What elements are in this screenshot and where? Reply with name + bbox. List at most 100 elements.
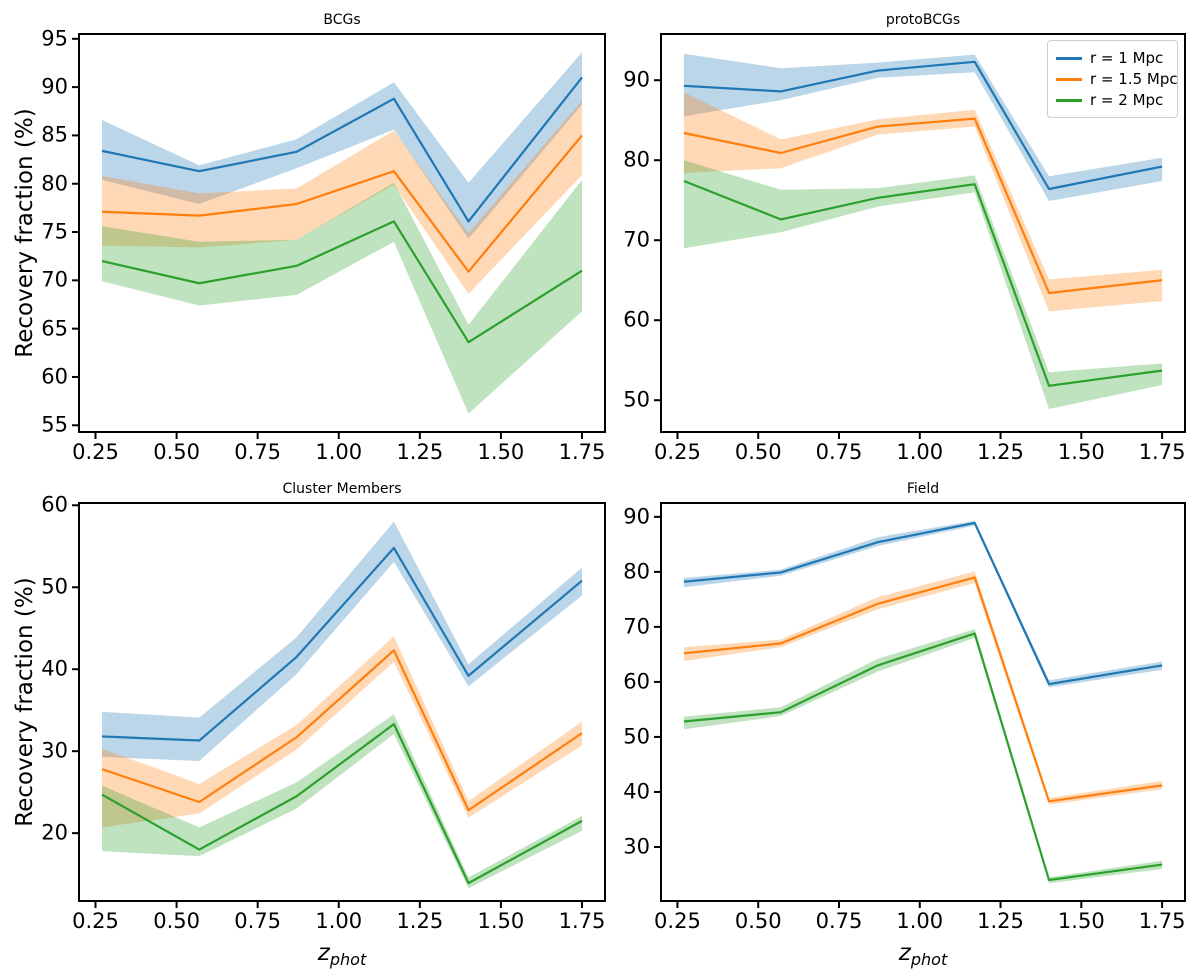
x-tick-label: 0.50	[734, 909, 782, 933]
x-tick-label: 1.50	[1057, 909, 1105, 933]
legend-line-orange	[1056, 78, 1082, 81]
y-tick-label: 40	[41, 656, 68, 681]
band-r-2-mpc	[102, 714, 582, 889]
line-r-1-mpc	[101, 546, 583, 742]
plot-area-cluster-members	[72, 502, 606, 908]
x-tick-label: 0.50	[734, 440, 782, 464]
x-tick-label: 1.25	[977, 440, 1024, 464]
y-tick-label: 90	[41, 74, 68, 99]
plot-area-field	[654, 502, 1186, 908]
legend-line-blue	[1056, 57, 1082, 60]
x-tick-label: 1.25	[396, 440, 444, 464]
x-tick-label: 0.75	[815, 909, 863, 933]
y-tick-label: 65	[41, 316, 68, 341]
x-tick-label: 1.50	[1057, 440, 1105, 464]
y-tick-label: 90	[623, 504, 650, 529]
axes-spines	[660, 33, 1186, 433]
y-tick-label: 75	[41, 219, 68, 244]
line-r-1-mpc	[683, 60, 1163, 191]
band-r-2-mpc	[683, 629, 1163, 884]
y-tick-label: 50	[623, 387, 650, 412]
line-r-1-5-mpc	[683, 576, 1163, 803]
y-tick-label: 60	[623, 669, 650, 694]
panel-title-field: Field	[906, 481, 940, 497]
y-axis-label: Recovery fraction (%)	[12, 108, 38, 358]
y-tick-label: 30	[623, 834, 650, 859]
line-r-1-mpc	[683, 521, 1163, 686]
y-tick-label: 60	[41, 364, 68, 389]
x-tick-label: 0.75	[815, 440, 863, 464]
y-tick-label: 95	[41, 26, 68, 51]
x-tick-label: 0.25	[72, 440, 119, 464]
line-r-2-mpc	[683, 179, 1163, 387]
y-tick-label: 40	[623, 779, 650, 804]
x-tick-label: 1.75	[558, 440, 606, 464]
axes-spines	[660, 502, 1186, 902]
line-r-2-mpc	[101, 220, 583, 344]
panel-protobcgs: protoBCGs r = 1 Mpc r = 1.5 Mpc r = 2 Mp…	[623, 13, 1186, 463]
x-axis-label-main: z	[898, 940, 911, 966]
band-r-1-5-mpc	[102, 636, 582, 828]
x-tick-label: 1.00	[315, 440, 363, 464]
y-tick-label: 80	[41, 171, 68, 196]
x-tick-label: 0.50	[153, 440, 200, 464]
y-tick-label: 50	[41, 574, 68, 599]
x-tick-label: 0.25	[72, 909, 119, 933]
x-axis-label-sub: phot	[329, 950, 367, 969]
legend-line-green	[1056, 99, 1082, 102]
x-tick-label: 1.00	[315, 909, 363, 933]
x-tick-label: 0.25	[654, 909, 701, 933]
plot-area-bcgs	[72, 33, 606, 439]
panel-field: Field zphot 0.25 0.50 0.75 1.00 1.25 1.50 1.75…	[623, 482, 1186, 968]
x-tick-label: 1.25	[396, 909, 444, 933]
x-axis-label: zphot	[660, 940, 1186, 968]
x-tick-label: 1.50	[477, 440, 525, 464]
y-tick-label: 90	[623, 67, 650, 92]
x-tick-label: 1.75	[1138, 440, 1186, 464]
y-tick-label: 20	[41, 820, 68, 845]
x-axis-label-main: z	[317, 940, 330, 966]
legend-label: r = 2 Mpc	[1090, 91, 1164, 109]
plot-area-protobcgs	[654, 33, 1186, 439]
y-tick-label: 55	[41, 412, 68, 437]
legend-label: r = 1 Mpc	[1090, 49, 1164, 67]
x-tick-label: 1.50	[477, 909, 525, 933]
x-axis-label: zphot	[78, 940, 606, 968]
legend-item-r1mpc: r = 1 Mpc	[1056, 48, 1169, 69]
line-r-2-mpc	[683, 632, 1163, 882]
band-r-1-mpc	[683, 53, 1163, 201]
axes-spines	[78, 502, 606, 902]
band-r-1-mpc	[683, 520, 1163, 688]
y-axis-label: Recovery fraction (%)	[12, 577, 38, 827]
band-r-1-5-mpc	[683, 571, 1163, 805]
panel-title-bcgs: BCGs	[323, 12, 361, 28]
band-r-1-5-mpc	[102, 100, 582, 294]
y-tick-label: 60	[41, 492, 68, 517]
panel-bcgs: BCGs Recovery fraction (%) 0.25 0.50 0.75 1…	[12, 13, 606, 463]
y-tick-label: 70	[41, 267, 68, 292]
legend-item-r2mpc: r = 2 Mpc	[1056, 90, 1169, 111]
line-r-1-5-mpc	[101, 134, 583, 273]
panel-title-cluster-members: Cluster Members	[282, 481, 402, 497]
band-r-2-mpc	[683, 160, 1163, 409]
band-r-2-mpc	[102, 179, 582, 414]
line-r-2-mpc	[101, 723, 583, 885]
x-tick-label: 1.00	[896, 440, 944, 464]
legend-label: r = 1.5 Mpc	[1090, 70, 1178, 88]
x-tick-label: 0.75	[234, 440, 282, 464]
band-r-1-mpc	[102, 521, 582, 762]
y-tick-label: 80	[623, 147, 650, 172]
y-tick-label: 70	[623, 227, 650, 252]
x-tick-label: 0.25	[654, 440, 701, 464]
y-tick-label: 80	[623, 559, 650, 584]
y-tick-label: 60	[623, 307, 650, 332]
y-tick-label: 30	[41, 738, 68, 763]
x-tick-label: 0.75	[234, 909, 282, 933]
y-tick-label: 70	[623, 614, 650, 639]
x-tick-label: 1.75	[1138, 909, 1186, 933]
line-r-1-5-mpc	[683, 117, 1163, 295]
line-r-1-5-mpc	[101, 649, 583, 812]
y-tick-label: 85	[41, 122, 68, 147]
axes-spines	[78, 33, 606, 433]
